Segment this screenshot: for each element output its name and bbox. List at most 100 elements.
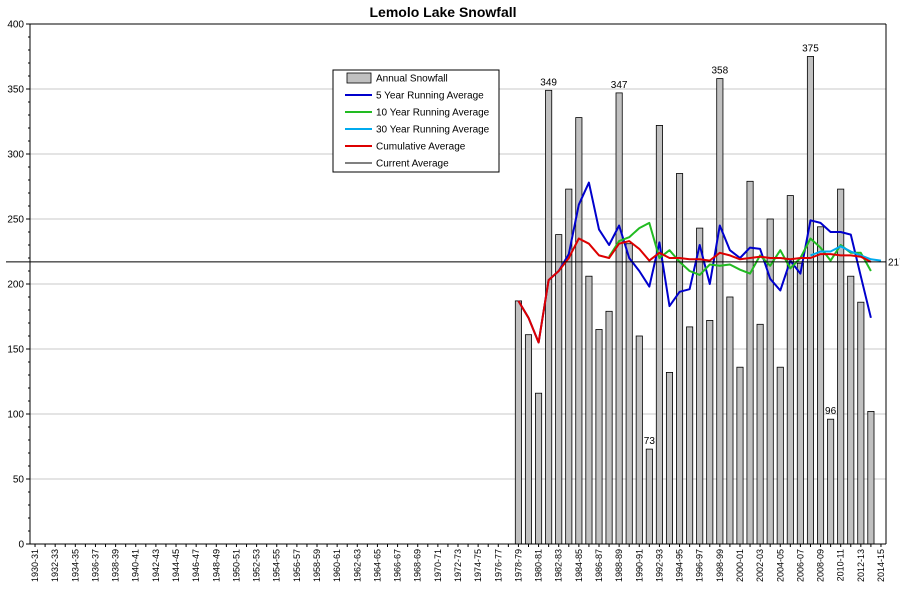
snowfall-bar: [847, 275, 855, 545]
x-tick-label: 1974-75: [473, 549, 483, 582]
snowfall-bar: [545, 89, 553, 545]
data-labels: 349 347 358 375 73 96: [540, 44, 836, 448]
y-tick-label: 350: [7, 85, 24, 96]
data-label: 96: [825, 406, 837, 417]
y-tick-label: 400: [7, 20, 24, 31]
snowfall-bar: [817, 226, 825, 545]
data-label: 358: [711, 66, 728, 77]
snowfall-bar: [665, 371, 674, 545]
line-series: [517, 181, 882, 344]
cumulative-average-line: [517, 237, 872, 344]
x-tick-label: 1942-43: [151, 549, 161, 582]
bar-series: [514, 56, 875, 545]
x-tick-label: 1998-99: [715, 549, 725, 582]
y-tick-label: 50: [13, 475, 25, 486]
snowfall-bar: [645, 448, 653, 545]
x-tick-label: 1958-59: [312, 549, 322, 582]
x-tick-label: 1944-45: [171, 549, 181, 582]
snowfall-bar: [867, 410, 875, 545]
data-label: 375: [802, 44, 819, 55]
y-tick-label: 0: [18, 540, 24, 551]
x-tick-label: 1986-87: [594, 549, 604, 582]
snowfall-bar: [796, 262, 804, 545]
y-axis: 0 50 100 150 200 250 300 350 400: [7, 20, 887, 551]
legend-label: Annual Snowfall: [376, 74, 448, 85]
x-tick-label: 2004-05: [775, 549, 785, 582]
y-tick-label: 250: [7, 215, 24, 226]
5-year-running-average-line: [517, 181, 872, 344]
x-tick-label: 1930-31: [30, 549, 40, 582]
snowfall-bar: [625, 243, 633, 545]
x-tick-label: 1950-51: [231, 549, 241, 582]
x-tick-label: 1982-83: [554, 549, 564, 582]
snowfall-bar: [766, 218, 774, 545]
x-tick-label: 2006-07: [795, 549, 805, 582]
x-tick-label: 1966-67: [393, 549, 403, 582]
x-tick-label: 1932-33: [50, 549, 60, 582]
x-tick-label: 1976-77: [493, 549, 503, 582]
x-tick-label: 1994-95: [675, 549, 685, 582]
legend-label: 5 Year Running Average: [376, 91, 484, 102]
x-tick-label: 1978-79: [513, 549, 523, 582]
snowfall-bar: [676, 173, 684, 545]
snowfall-bar: [585, 275, 593, 545]
y-tick-label: 100: [7, 410, 24, 421]
snowfall-bar: [555, 234, 563, 545]
snowfall-bar: [514, 300, 522, 545]
x-tick-label: 1936-37: [90, 549, 100, 582]
x-tick-label: 2014-15: [876, 549, 886, 582]
x-tick-label: 1938-39: [111, 549, 121, 582]
x-tick-label: 1934-35: [70, 549, 80, 582]
x-axis: 1930-31 1932-33 1934-35 1936-37 1938-39 1940-…: [30, 543, 886, 582]
snowfall-bar: [595, 329, 603, 545]
snowfall-bar: [726, 296, 734, 545]
legend-label: Cumulative Average: [376, 142, 466, 153]
snowfall-bar: [655, 125, 663, 545]
snowfall-bar: [746, 180, 754, 545]
30-year-running-average-line: [810, 245, 882, 262]
x-tick-label: 2010-11: [836, 549, 846, 581]
snowfall-bar: [756, 323, 764, 545]
snowfall-bar: [615, 92, 623, 545]
10-year-running-average-line: [608, 221, 872, 276]
snowfall-bar: [806, 56, 814, 545]
x-tick-label: 1948-49: [211, 549, 221, 582]
snowfall-bar: [786, 195, 794, 545]
legend-swatch-bar: [346, 72, 372, 84]
x-tick-label: 1992-93: [654, 549, 664, 582]
snowfall-bar: [827, 418, 835, 545]
current-average-line: 217: [6, 257, 900, 268]
snowfall-bar: [605, 310, 613, 545]
data-label: 347: [611, 80, 628, 91]
x-tick-label: 1996-97: [695, 549, 705, 582]
snowfall-bar: [535, 392, 543, 545]
x-tick-label: 2000-01: [735, 549, 745, 582]
legend-label: Current Average: [376, 159, 449, 170]
x-tick-label: 2002-03: [755, 549, 765, 582]
x-tick-label: 1980-81: [534, 549, 544, 582]
x-tick-label: 1956-57: [292, 549, 302, 582]
snowfall-bar: [716, 78, 724, 545]
x-tick-label: 1960-61: [332, 549, 342, 582]
x-tick-label: 1970-71: [433, 549, 443, 582]
snowfall-bar: [635, 335, 643, 545]
legend-box: [332, 69, 500, 173]
x-tick-label: 2008-09: [816, 549, 826, 582]
legend-label: 10 Year Running Average: [376, 108, 490, 119]
x-tick-label: 1968-69: [413, 549, 423, 582]
x-tick-label: 2012-13: [856, 549, 866, 582]
x-tick-label: 1990-91: [634, 549, 644, 582]
snowfall-bar: [524, 334, 533, 545]
x-tick-label: 1984-85: [574, 549, 584, 582]
data-label: 349: [540, 77, 557, 88]
x-tick-label: 1954-55: [272, 549, 282, 582]
snowfall-bar: [686, 326, 694, 545]
x-tick-label: 1940-41: [131, 549, 141, 582]
y-tick-label: 150: [7, 345, 24, 356]
x-tick-label: 1952-53: [252, 549, 262, 582]
snowfall-bar: [736, 366, 744, 545]
snowfall-bar: [776, 366, 784, 545]
y-tick-label: 300: [7, 150, 24, 161]
legend: Annual Snowfall 5 Year Running Average 10 …: [332, 69, 500, 173]
